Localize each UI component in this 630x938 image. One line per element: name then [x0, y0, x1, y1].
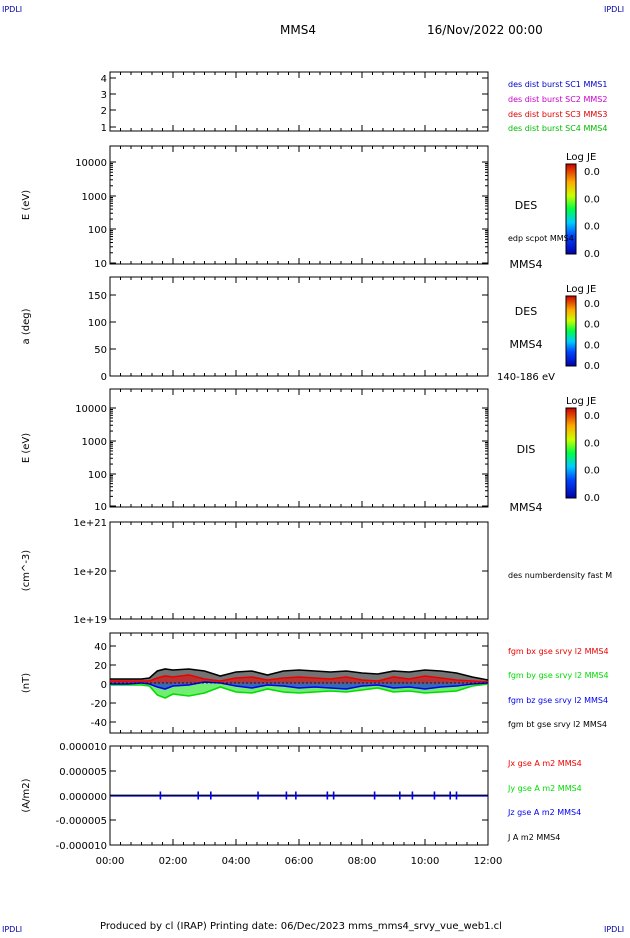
current-y-tick-label: 0.000000: [59, 792, 107, 803]
des-energy-y-tick-label: 100: [88, 225, 107, 236]
density-y-tick-label: 1e+21: [73, 518, 107, 529]
fgm-y-axis-label: (nT): [21, 673, 32, 693]
current-x-tick-label: 06:00: [285, 856, 314, 867]
current-y-axis-label: (A/m2): [21, 778, 32, 812]
dis-energy-colorbar-title: Log JE: [566, 396, 596, 407]
fgm-legend-3: fgm bt gse srvy l2 MMS4: [508, 720, 607, 729]
current-y-tick-label: 0.000010: [59, 742, 107, 753]
des-energy-overlay-label: edp scpot MMS4: [508, 234, 574, 243]
current-legend-2: Jz gse A m2 MMS4: [507, 808, 581, 817]
date-time-title: 16/Nov/2022 00:00: [427, 23, 543, 37]
des-energy-colorbar-tick-label: 0.0: [584, 222, 600, 233]
des-pitch-colorbar-title: Log JE: [566, 284, 596, 295]
des-pitch-frame: [109, 276, 489, 377]
spacecraft-title: MMS4: [280, 23, 316, 37]
burst-y-tick-label: 1: [101, 123, 107, 134]
des-pitch-colorbar-tick-label: 0.0: [584, 299, 600, 310]
current-y-tick-label: -0.000005: [56, 816, 107, 827]
des-pitch-y-tick-label: 0: [101, 372, 107, 383]
burst-y-tick-label: 3: [101, 90, 107, 101]
corner-mark-top-right: IPDLI: [604, 5, 624, 14]
des-energy-colorbar-title: Log JE: [566, 152, 596, 163]
current-x-tick-label: 04:00: [222, 856, 251, 867]
dis-energy-colorbar: [565, 407, 577, 499]
fgm-bt-line: [110, 668, 489, 681]
density-y-axis-label: (cm^-3): [21, 550, 32, 591]
density-frame: [109, 521, 489, 620]
fgm-legend-2: fgm bz gse srvy l2 MMS4: [508, 696, 608, 705]
dis-energy-y-tick-label: 10000: [75, 404, 107, 415]
burst-legend-0: des dist burst SC1 MMS1: [508, 80, 607, 89]
dis-energy-colorbar-tick-label: 0.0: [584, 493, 600, 504]
des-energy-colorbar-tick-label: 0.0: [584, 167, 600, 178]
des-pitch-spacecraft-label: MMS4: [510, 338, 543, 351]
burst-legend-3: des dist burst SC4 MMS4: [508, 124, 607, 133]
des-energy-colorbar-tick-label: 0.0: [584, 249, 600, 260]
corner-mark-bottom-right: IPDLI: [604, 925, 624, 934]
des-pitch-y-axis-label: a (deg): [21, 308, 32, 344]
density-y-tick-label: 1e+19: [73, 615, 107, 626]
burst-frame: [109, 71, 489, 132]
fgm-y-tick-label: -40: [91, 718, 107, 729]
fgm-legend-0: fgm bx gse srvy l2 MMS4: [508, 647, 609, 656]
des-energy-colorbar: [565, 163, 577, 255]
current-y-tick-label: -0.000010: [56, 841, 107, 852]
dis-energy-y-tick-label: 10: [94, 502, 107, 513]
current-legend-0: Jx gse A m2 MMS4: [507, 759, 582, 768]
burst-legend-1: des dist burst SC2 MMS2: [508, 95, 607, 104]
burst-legend-2: des dist burst SC3 MMS3: [508, 110, 607, 119]
des-energy-y-tick-label: 10: [94, 259, 107, 270]
current-x-tick-label: 08:00: [348, 856, 377, 867]
corner-mark-bottom-left: IPDLI: [2, 925, 22, 934]
des-energy-y-tick-label: 10000: [75, 158, 107, 169]
dis-energy-y-tick-label: 1000: [82, 437, 107, 448]
current-y-tick-label: 0.000005: [59, 767, 107, 778]
fgm-bz-line: [110, 681, 489, 690]
fgm-y-tick-label: -20: [91, 699, 107, 710]
des-energy-y-axis-label: E (eV): [21, 190, 32, 220]
fgm-y-tick-label: 20: [94, 661, 107, 672]
des-energy-colorbar-tick-label: 0.0: [584, 194, 600, 205]
footer-credits: Produced by cl (IRAP) Printing date: 06/…: [100, 921, 502, 932]
fgm-y-tick-label: 0: [101, 680, 107, 691]
density-y-tick-label: 1e+20: [73, 567, 107, 578]
current-x-tick-label: 10:00: [411, 856, 440, 867]
current-x-tick-label: 00:00: [96, 856, 125, 867]
des-energy-frame: [109, 145, 489, 265]
des-pitch-colorbar-tick-label: 0.0: [584, 361, 600, 372]
dis-energy-spacecraft-label: MMS4: [510, 501, 543, 514]
des-pitch-colorbar-tick-label: 0.0: [584, 340, 600, 351]
current-legend-1: Jy gse A m2 MMS4: [507, 784, 582, 793]
fgm-legend-1: fgm by gse srvy l2 MMS4: [508, 671, 609, 680]
des-pitch-y-tick-label: 150: [88, 291, 107, 302]
current-x-tick-label: 02:00: [159, 856, 188, 867]
des-pitch-energy-range-label: 140-186 eV: [497, 372, 555, 383]
current-legend-3: J A m2 MMS4: [507, 833, 560, 842]
burst-y-tick-label: 2: [101, 106, 107, 117]
fgm-bx-line: [110, 674, 489, 683]
des-pitch-colorbar-tick-label: 0.0: [584, 320, 600, 331]
dis-energy-species-label: DIS: [517, 443, 536, 456]
des-pitch-y-tick-label: 50: [94, 345, 107, 356]
des-energy-species-label: DES: [515, 199, 537, 212]
dis-energy-colorbar-tick-label: 0.0: [584, 438, 600, 449]
des-energy-y-tick-label: 1000: [82, 192, 107, 203]
burst-y-tick-label: 4: [101, 74, 107, 85]
fgm-by-line: [110, 683, 489, 699]
dis-energy-colorbar-tick-label: 0.0: [584, 411, 600, 422]
dis-energy-y-tick-label: 100: [88, 470, 107, 481]
dis-energy-y-axis-label: E (eV): [21, 433, 32, 463]
des-pitch-colorbar: [565, 295, 577, 367]
dis-energy-colorbar-tick-label: 0.0: [584, 466, 600, 477]
density-legend-0: des numberdensity fast M: [508, 571, 612, 580]
fgm-y-tick-label: 40: [94, 642, 107, 653]
des-pitch-species-label: DES: [515, 305, 537, 318]
corner-mark-top-left: IPDLI: [2, 5, 22, 14]
dis-energy-frame: [109, 388, 489, 508]
current-x-tick-label: 12:00: [474, 856, 503, 867]
des-energy-spacecraft-label: MMS4: [510, 258, 543, 271]
des-pitch-y-tick-label: 100: [88, 318, 107, 329]
